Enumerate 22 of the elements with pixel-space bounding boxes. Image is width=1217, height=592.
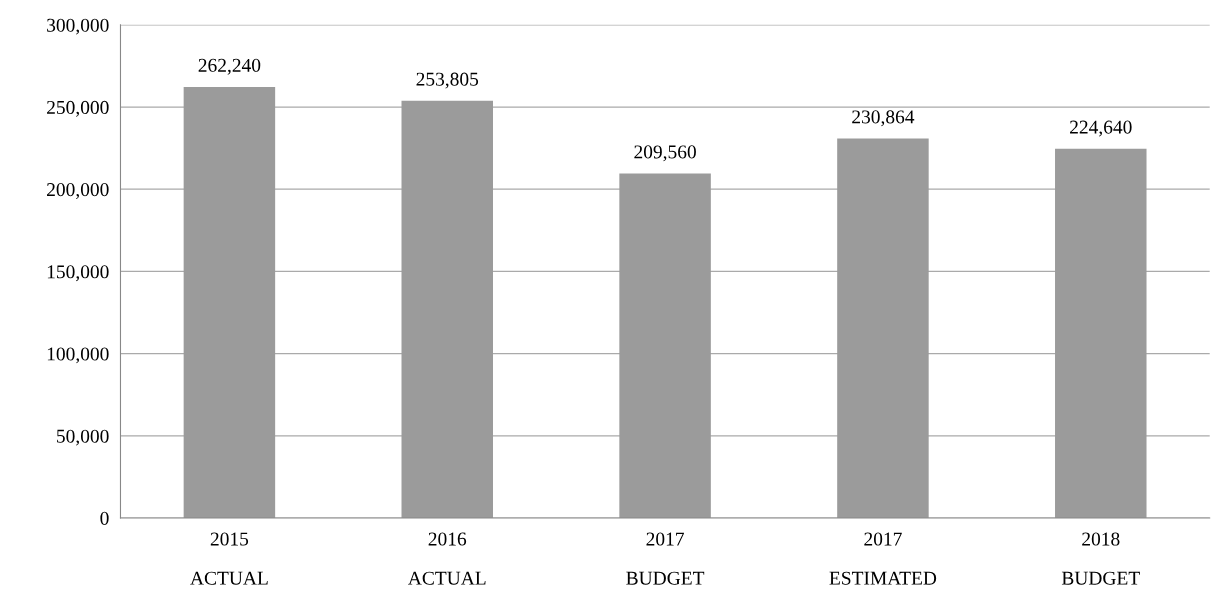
data-label: 230,864 <box>852 110 915 127</box>
data-label: 253,805 <box>416 72 479 89</box>
y-tick-label: 0 <box>100 511 109 525</box>
bar <box>619 173 711 518</box>
y-tick-label: 300,000 <box>47 18 109 35</box>
category-label: 2016 ACTUAL <box>408 532 486 585</box>
category-label: 2017 ESTIMATED <box>829 532 937 585</box>
data-label: 224,640 <box>1070 120 1132 137</box>
category-label: 2015 ACTUAL <box>190 532 268 585</box>
bar <box>183 86 276 518</box>
y-tick-label: 200,000 <box>47 183 109 199</box>
y-tick-label: 250,000 <box>47 100 109 117</box>
data-label: 209,560 <box>634 145 696 162</box>
y-tick-label: 150,000 <box>47 265 109 282</box>
bar <box>1055 148 1147 518</box>
y-tick-label: 50,000 <box>57 429 109 446</box>
category-label: 2018 BUDGET <box>1061 532 1140 585</box>
data-label: 262,240 <box>198 58 261 75</box>
bar <box>401 100 493 518</box>
bar <box>837 138 929 518</box>
y-tick-label: 100,000 <box>47 347 109 364</box>
category-label: 2017 BUDGET <box>626 532 705 585</box>
